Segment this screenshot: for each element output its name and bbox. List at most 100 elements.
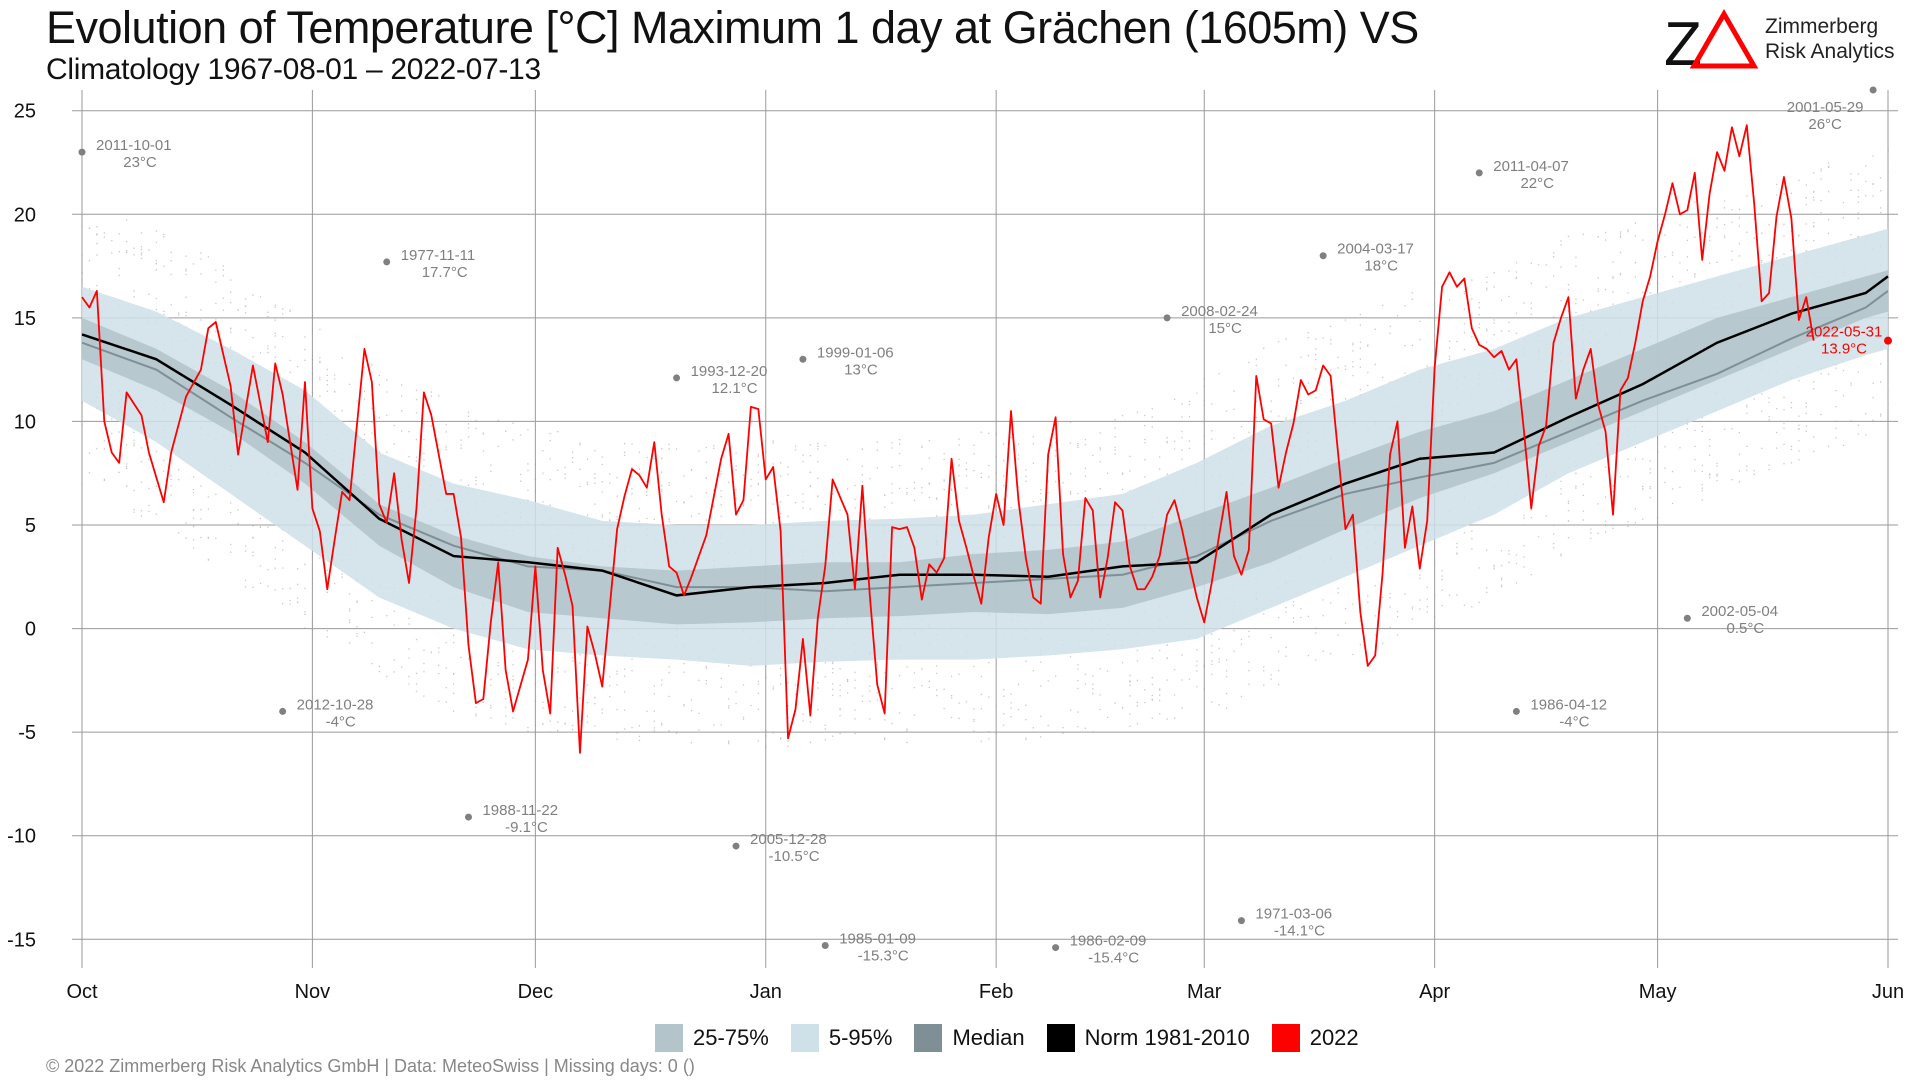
background-dot [1225,692,1228,695]
background-dot [1716,465,1718,467]
background-dot [200,309,202,311]
background-dot [824,728,826,730]
background-dot [1798,439,1800,442]
background-dot [512,422,514,424]
background-dot [571,710,574,712]
background-dot [579,662,581,664]
background-dot [1835,367,1837,369]
record-date-label: 2008-02-24 [1181,303,1258,320]
background-dot [415,638,418,641]
record-value-label: -9.1°C [505,819,548,836]
background-dot [363,390,366,392]
background-dot [475,476,477,478]
background-dot [772,686,774,688]
y-tick-label: 15 [14,308,36,330]
background-dot [720,515,722,517]
background-dot [802,507,804,509]
background-dot [1211,438,1213,440]
background-dot [1017,454,1020,456]
background-dot [1486,591,1488,594]
background-dot [1783,409,1785,411]
background-dot [200,485,202,487]
background-dot [1396,634,1399,636]
background-dot [839,695,841,697]
background-dot [319,357,321,359]
background-dot [1211,633,1213,635]
background-dot [1783,396,1785,398]
current-point [1884,336,1892,345]
background-dot [943,458,945,461]
background-dot [1820,170,1822,172]
background-dot [125,444,128,446]
background-dot [222,309,224,311]
background-dot [267,585,269,587]
background-dot [1627,230,1629,233]
record-date-label: 1988-11-22 [482,802,558,819]
background-dot [1731,479,1733,481]
background-dot [1069,421,1072,423]
background-dot [215,493,217,496]
background-dot [1813,196,1815,198]
background-dot [579,444,581,446]
background-dot [341,410,343,412]
background-dot [1679,447,1681,449]
background-dot [1590,532,1592,534]
background-dot [1129,470,1131,472]
background-dot [1010,506,1012,509]
background-dot [787,682,789,684]
background-dot [1738,217,1741,219]
background-dot [519,434,522,436]
background-dot [1709,476,1711,479]
background-dot [698,450,700,452]
background-dot [1523,566,1525,568]
background-dot [490,707,492,709]
background-dot [527,429,529,431]
background-dot [334,390,336,393]
background-dot [809,508,812,510]
record-point [799,355,807,363]
background-dot [1857,173,1859,175]
background-dot [1827,445,1830,448]
background-dot [542,501,544,503]
background-dot [1159,700,1161,702]
background-dot [965,487,968,489]
background-dot [1753,218,1755,220]
background-dot [490,704,492,707]
background-dot [1166,437,1168,439]
background-dot [118,471,120,474]
background-dot [1761,205,1763,207]
background-dot [1218,647,1220,650]
background-dot [928,483,930,485]
record-date-label: 1993-12-20 [691,363,768,380]
background-dot [1575,311,1577,314]
background-dot [891,492,893,494]
background-dot [259,352,262,354]
background-dot [1151,717,1153,719]
record-date-label: 2001-05-29 [1787,99,1864,116]
background-dot [1077,446,1079,449]
background-dot [296,601,299,603]
background-dot [348,593,351,595]
background-dot [1114,453,1116,455]
background-dot [1671,431,1674,434]
background-dot [96,254,98,256]
background-dot [1649,460,1651,462]
background-dot [1790,448,1793,451]
background-dot [445,642,447,644]
background-dot [1040,685,1042,687]
background-dot [601,658,603,660]
background-dot [1017,458,1020,460]
background-dot [1552,256,1555,258]
background-dot [869,518,871,520]
background-dot [140,254,143,256]
background-dot [341,576,343,578]
background-dot [1738,481,1741,483]
record-date-label: 1986-02-09 [1070,933,1147,950]
background-dot [668,695,670,698]
background-dot [1560,480,1562,482]
background-dot [854,507,856,509]
background-dot [1612,261,1614,263]
background-dot [571,660,574,662]
background-dot [1575,487,1577,489]
background-dot [1151,657,1153,659]
